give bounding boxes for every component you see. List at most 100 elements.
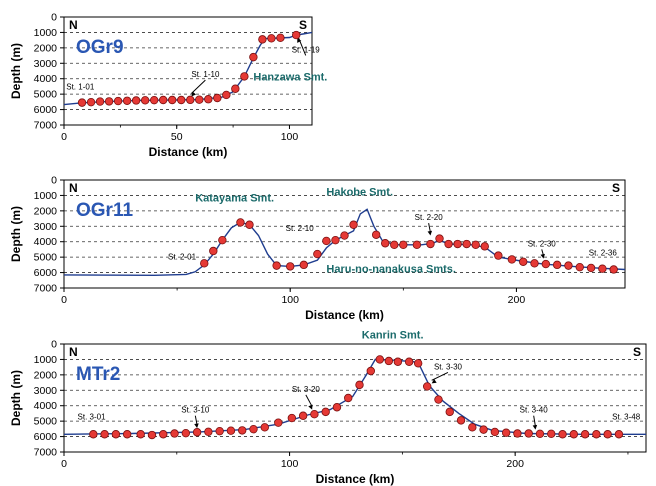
section-label: OGr9	[76, 37, 124, 58]
y-tick-label: 2000	[34, 42, 58, 54]
y-tick-label: 7000	[34, 283, 58, 295]
station-point	[213, 93, 222, 103]
annotation-arrow	[194, 415, 198, 426]
plot-frame	[63, 16, 313, 126]
x-tick-label: 100	[281, 131, 299, 143]
south-label: S	[612, 181, 620, 195]
y-tick-label: 0	[51, 12, 57, 24]
station-point	[104, 97, 114, 106]
station-point	[552, 260, 562, 270]
station-point	[122, 96, 132, 105]
station-point	[524, 429, 533, 438]
station-point	[519, 257, 528, 266]
station-annotation: St. 1-19	[292, 45, 321, 54]
station-point	[507, 255, 517, 264]
y-tick-label: 0	[51, 339, 57, 351]
station-point	[274, 418, 283, 427]
station-point	[426, 239, 435, 249]
station-annotation: St. 3-10	[181, 406, 210, 415]
seamount-label: Kanrin Smt.	[362, 330, 424, 342]
y-tick-label: 6000	[34, 267, 58, 279]
station-point	[249, 424, 258, 434]
station-point	[564, 261, 573, 270]
station-annotation: St. 3-20	[292, 385, 321, 394]
y-axis-title: Depth (m)	[9, 206, 23, 262]
y-tick-label: 4000	[34, 73, 58, 85]
y-tick-label: 3000	[34, 221, 58, 233]
station-point	[322, 236, 331, 246]
y-tick-label: 2000	[34, 369, 58, 381]
station-point	[218, 235, 227, 245]
station-annotation: St. 3-40	[520, 406, 549, 415]
station-point	[480, 242, 489, 251]
station-point	[177, 95, 186, 105]
station-point	[168, 95, 177, 105]
station-point	[231, 84, 240, 93]
station-point	[384, 356, 394, 366]
y-tick-label: 1000	[34, 190, 58, 202]
station-point	[159, 430, 168, 439]
station-point	[340, 231, 349, 240]
x-axis-title: Distance (km)	[316, 472, 395, 486]
station-annotation: St. 2-30	[528, 239, 557, 248]
station-point	[580, 430, 590, 439]
y-tick-label: 0	[51, 175, 57, 187]
station-point	[215, 426, 224, 436]
station-point	[313, 249, 322, 259]
station-point	[344, 393, 353, 403]
station-point	[321, 407, 330, 417]
station-point	[558, 430, 567, 439]
station-point	[349, 220, 358, 229]
station-point	[100, 430, 109, 439]
y-tick-label: 4000	[34, 236, 58, 248]
y-tick-label: 2000	[34, 205, 58, 217]
station-point	[598, 264, 607, 273]
station-point	[331, 235, 340, 245]
annotation-arrowhead	[194, 423, 199, 429]
seamount-label: Haru-no-nanakusa Smts.	[326, 264, 456, 276]
x-tick-label: 100	[281, 294, 299, 306]
station-point	[435, 234, 444, 243]
station-point	[422, 382, 432, 391]
annotation-arrow	[431, 372, 449, 381]
station-point	[181, 428, 191, 438]
station-point	[434, 395, 443, 404]
station-point	[479, 425, 488, 434]
station-point	[471, 240, 480, 249]
station-point	[267, 34, 276, 43]
x-tick-label: 50	[171, 131, 183, 143]
station-point	[89, 430, 98, 439]
x-tick-label: 200	[508, 294, 526, 306]
x-axis-title: Distance (km)	[149, 145, 228, 159]
north-label: N	[69, 345, 78, 359]
y-tick-label: 5000	[34, 89, 58, 101]
station-point	[456, 416, 466, 425]
x-tick-label: 100	[281, 458, 299, 470]
station-annotation: St. 2-36	[589, 249, 618, 258]
station-point	[375, 355, 385, 364]
station-point	[226, 426, 236, 435]
station-point	[209, 246, 218, 256]
station-point	[541, 259, 551, 269]
station-point	[444, 239, 453, 249]
station-annotation: St. 2-01	[168, 252, 197, 261]
station-point	[413, 359, 423, 368]
station-point	[614, 430, 624, 439]
seamount-label: Hakobe Smt.	[326, 186, 393, 198]
station-annotation: St. 1-01	[66, 83, 95, 92]
station-annotation: St. 3-01	[78, 413, 107, 422]
y-axis-title: Depth (m)	[9, 370, 23, 426]
station-point	[260, 423, 269, 432]
station-point	[245, 220, 254, 229]
station-point	[272, 261, 281, 270]
annotation-arrowhead	[532, 424, 538, 430]
station-point	[445, 407, 454, 417]
station-point	[412, 240, 422, 249]
annotation-arrow	[305, 394, 313, 407]
station-point	[292, 30, 301, 40]
annotation-arrow	[428, 223, 431, 233]
station-point	[86, 97, 96, 107]
station-point	[404, 357, 414, 366]
station-point	[286, 262, 295, 271]
